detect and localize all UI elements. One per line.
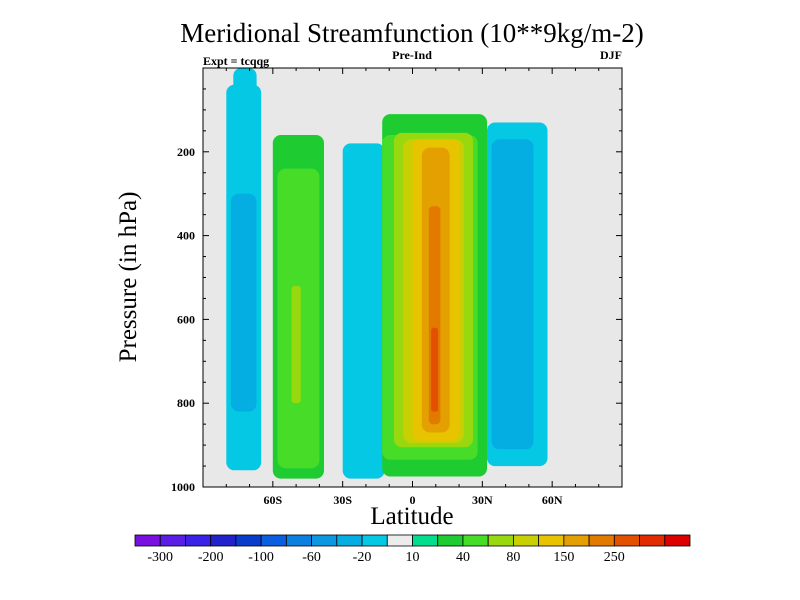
- colorbar-label: 10: [406, 550, 420, 565]
- colorbar-label: 150: [553, 550, 574, 565]
- x-tick-label: 30N: [472, 493, 493, 507]
- y-axis-title: Pressure (in hPa): [115, 192, 142, 363]
- colorbar-swatch: [613, 534, 640, 547]
- colorbar-swatch: [336, 534, 363, 547]
- colorbar-swatch: [487, 534, 514, 547]
- contour-cell: [431, 327, 439, 412]
- x-tick-label: 60S: [263, 493, 282, 507]
- x-tick-label: 60N: [542, 493, 563, 507]
- colorbar-swatch: [260, 534, 287, 547]
- x-tick-label: 30S: [333, 493, 352, 507]
- colorbar-label: 80: [506, 550, 520, 565]
- subtitle-left: Expt = tcqqg: [203, 54, 269, 68]
- colorbar-swatch: [563, 534, 590, 547]
- colorbar-swatch: [437, 534, 464, 547]
- colorbar-label: -100: [248, 550, 274, 565]
- colorbar-label: -20: [353, 550, 372, 565]
- colorbar-swatch: [513, 534, 540, 547]
- contour-cell: [491, 139, 534, 450]
- colorbar-swatch: [210, 534, 237, 547]
- axis-ticks: 60S 30S 0 30N 60N 200 400 600 800 1000: [171, 67, 623, 507]
- y-tick-label: 600: [177, 312, 195, 326]
- y-tick-label: 800: [177, 396, 195, 410]
- colorbar-swatch: [134, 534, 161, 547]
- colorbar-swatch: [185, 534, 212, 547]
- colorbar-label: 250: [604, 550, 625, 565]
- colorbar-label: -60: [302, 550, 321, 565]
- colorbar-swatch: [412, 534, 439, 547]
- colorbar-swatch: [639, 534, 666, 547]
- subtitle-right: DJF: [600, 48, 622, 62]
- colorbar-swatch: [159, 534, 186, 547]
- colorbar-swatch: [235, 534, 262, 547]
- subtitle-center: Pre-Ind: [392, 48, 432, 62]
- colorbar-swatch: [386, 534, 413, 547]
- colorbar-swatch: [462, 534, 489, 547]
- contour-cell: [342, 143, 385, 479]
- y-tick-label: 200: [177, 145, 195, 159]
- contour-fill-layer: [226, 68, 548, 479]
- colorbar-swatch: [311, 534, 338, 547]
- colorbar-label: 40: [456, 550, 470, 565]
- x-tick-label: 0: [410, 493, 416, 507]
- colorbar-swatch: [664, 534, 691, 547]
- colorbar-label: -200: [198, 550, 224, 565]
- colorbar-swatch: [538, 534, 565, 547]
- colorbar: -300 -200 -100 -60 -20 10 40 80 150 250: [134, 534, 691, 565]
- colorbar-swatch: [588, 534, 615, 547]
- x-axis-title: Latitude: [370, 503, 453, 530]
- chart-title: Meridional Streamfunction (10**9kg/m-2): [180, 18, 643, 48]
- colorbar-label: -300: [147, 550, 173, 565]
- y-tick-label: 1000: [171, 480, 195, 494]
- contour-cell: [291, 285, 301, 404]
- y-tick-label: 400: [177, 229, 195, 243]
- colorbar-swatch: [361, 534, 388, 547]
- contour-cell: [230, 193, 257, 412]
- colorbar-swatch: [285, 534, 312, 547]
